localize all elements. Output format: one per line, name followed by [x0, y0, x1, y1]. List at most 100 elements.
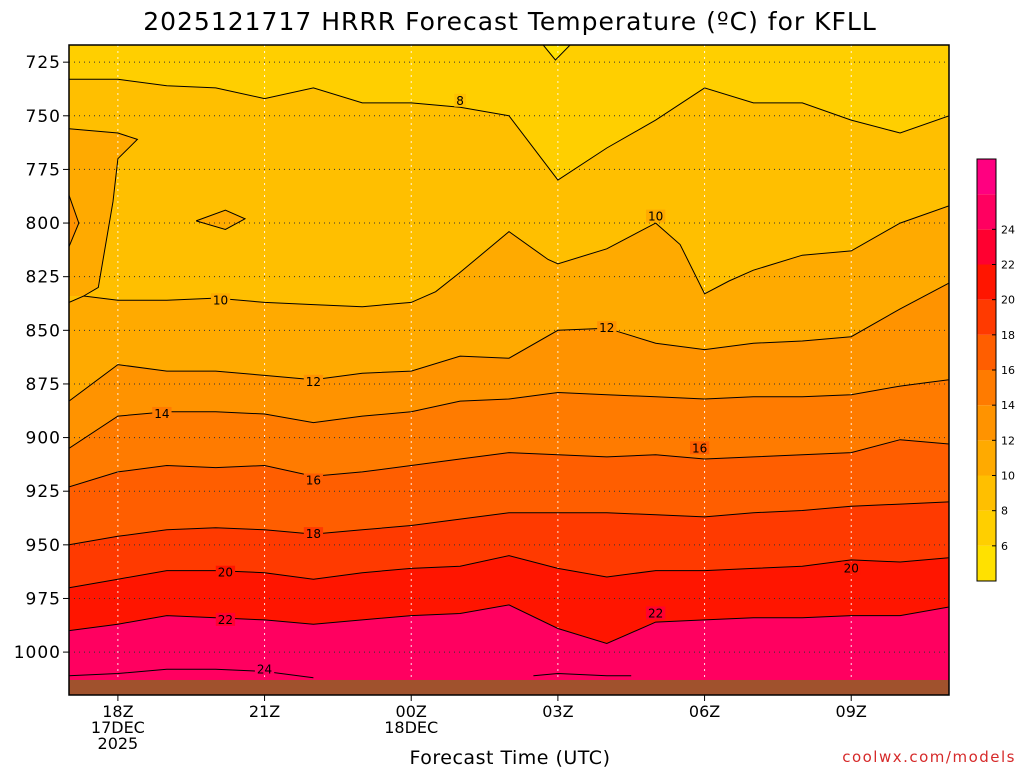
isotherm-label-bg: [646, 209, 666, 223]
credit-text: coolwx.com/models: [842, 748, 1016, 766]
band-10-12: [69, 205, 949, 402]
band-bump-12: [69, 195, 79, 247]
isotherm-label-bg: [215, 565, 236, 579]
surface-layer: [69, 679, 949, 695]
x-tick-label: 18DEC: [384, 718, 438, 737]
plot-frame: [68, 44, 950, 696]
isotherm-20: [69, 555, 949, 589]
y-tick-label: 925: [26, 482, 61, 502]
y-tick-label: 750: [26, 107, 61, 127]
y-tick-label: 1000: [14, 643, 61, 663]
y-tick-label: 875: [26, 375, 61, 395]
isotherm-label-bg: [254, 662, 275, 676]
x-tick-label: 09Z: [836, 702, 867, 721]
isotherm-18: [69, 501, 949, 546]
y-tick-label: 775: [26, 160, 61, 180]
colorbar-swatch: [977, 334, 996, 370]
isotherm-label-bg: [646, 606, 666, 620]
colorbar-swatch: [977, 370, 996, 406]
isotherm-label: 22: [218, 613, 233, 627]
colorbar-swatch: [977, 299, 996, 335]
colorbar-swatch: [977, 229, 996, 265]
isotherm-label: 10: [213, 293, 228, 307]
colorbar-label: 22: [1001, 259, 1015, 272]
isotherm-22: [69, 604, 949, 645]
y-tick-label: 900: [26, 429, 61, 449]
colorbar-label: 16: [1001, 364, 1015, 377]
colorbar-label: 18: [1001, 329, 1015, 342]
isotherm-10: [69, 195, 80, 247]
colorbar-label: 8: [1001, 505, 1008, 518]
colorbar-label: 12: [1001, 434, 1015, 447]
isotherm-label: 12: [599, 321, 614, 335]
colorbar-swatch: [977, 159, 996, 195]
band-8-10: [69, 79, 949, 307]
y-axis: 725 750 775 800 825 850 875 900 925 950 975 1000: [14, 53, 69, 663]
isotherm-label-bg: [152, 406, 172, 420]
isotherm-label-bg: [841, 561, 861, 575]
isotherm-8: [69, 128, 139, 297]
isotherm-label: 16: [692, 441, 707, 455]
chart-title: 2025121717 HRRR Forecast Temperature (ºC…: [143, 7, 877, 36]
band-4-6: [543, 45, 571, 60]
fill-layer: [69, 45, 949, 695]
colorbar-swatch: [977, 440, 996, 476]
y-tick-label: 725: [26, 53, 61, 73]
band-16-18: [69, 439, 949, 545]
isotherm-label: 24: [257, 662, 272, 676]
isotherm-12: [69, 282, 949, 402]
colorbar-label: 10: [1001, 470, 1015, 483]
isotherm-label: 10: [648, 210, 663, 224]
colorbar-swatch: [977, 194, 996, 230]
isotherm-label: 14: [154, 407, 169, 421]
ground-surface: [69, 679, 949, 695]
isotherm-label: 20: [844, 561, 859, 575]
y-tick-label: 850: [26, 321, 61, 341]
isotherm-label: 18: [306, 527, 321, 541]
x-tick-label: 06Z: [689, 702, 720, 721]
isotherm-label-bg: [303, 527, 324, 541]
isotherm-24: [533, 672, 632, 677]
isotherm-10: [69, 205, 949, 308]
isotherm-10: [195, 209, 247, 231]
x-tick-label: 2025: [98, 734, 139, 753]
colorbar-label: 14: [1001, 399, 1015, 412]
x-tick-label: 00Z: [396, 702, 427, 721]
isotherm-label: 8: [456, 94, 464, 108]
colorbar-label: 24: [1001, 223, 1015, 236]
colorbar-swatch: [977, 405, 996, 441]
isotherm-16: [69, 439, 949, 488]
band-6-8: [69, 45, 949, 181]
y-tick-label: 975: [26, 589, 61, 609]
x-tick-label: 18Z: [102, 702, 133, 721]
plot-area: 8 10 10 12 12 14 16 16 18 20 20 22 22 24: [69, 45, 949, 695]
colorbar-swatch: [977, 510, 996, 546]
isotherm-label-bg: [303, 473, 324, 487]
isotherm-label: 20: [218, 566, 233, 580]
y-tick-label: 950: [26, 536, 61, 556]
x-tick-label: 03Z: [542, 702, 573, 721]
isotherm-label-bg: [210, 293, 231, 307]
band-tongue-10: [69, 128, 138, 296]
isotherm-label-bg: [215, 612, 236, 626]
isotherm-label: 16: [306, 473, 321, 487]
colorbar-swatch: [977, 264, 996, 300]
isotherm-6: [542, 45, 571, 61]
x-tick-label: 21Z: [249, 702, 280, 721]
band-22-plus: [69, 604, 949, 695]
band-12-14: [69, 283, 949, 449]
isotherm-14: [69, 379, 949, 449]
colorbar-swatch: [977, 545, 996, 581]
isotherm-label-bg: [690, 441, 710, 455]
x-tick-label: 17DEC: [91, 718, 145, 737]
colorbar: 6 8 10 12 14 16 18 20 22 24: [976, 158, 1015, 582]
isotherm-label: 12: [306, 375, 321, 389]
band-island-10: [196, 210, 245, 230]
isotherm-8: [69, 78, 949, 181]
isotherm-label-bg: [597, 321, 617, 335]
isotherm-label-bg: [454, 93, 466, 107]
band-20-22: [69, 555, 949, 644]
y-tick-label: 800: [26, 214, 61, 234]
